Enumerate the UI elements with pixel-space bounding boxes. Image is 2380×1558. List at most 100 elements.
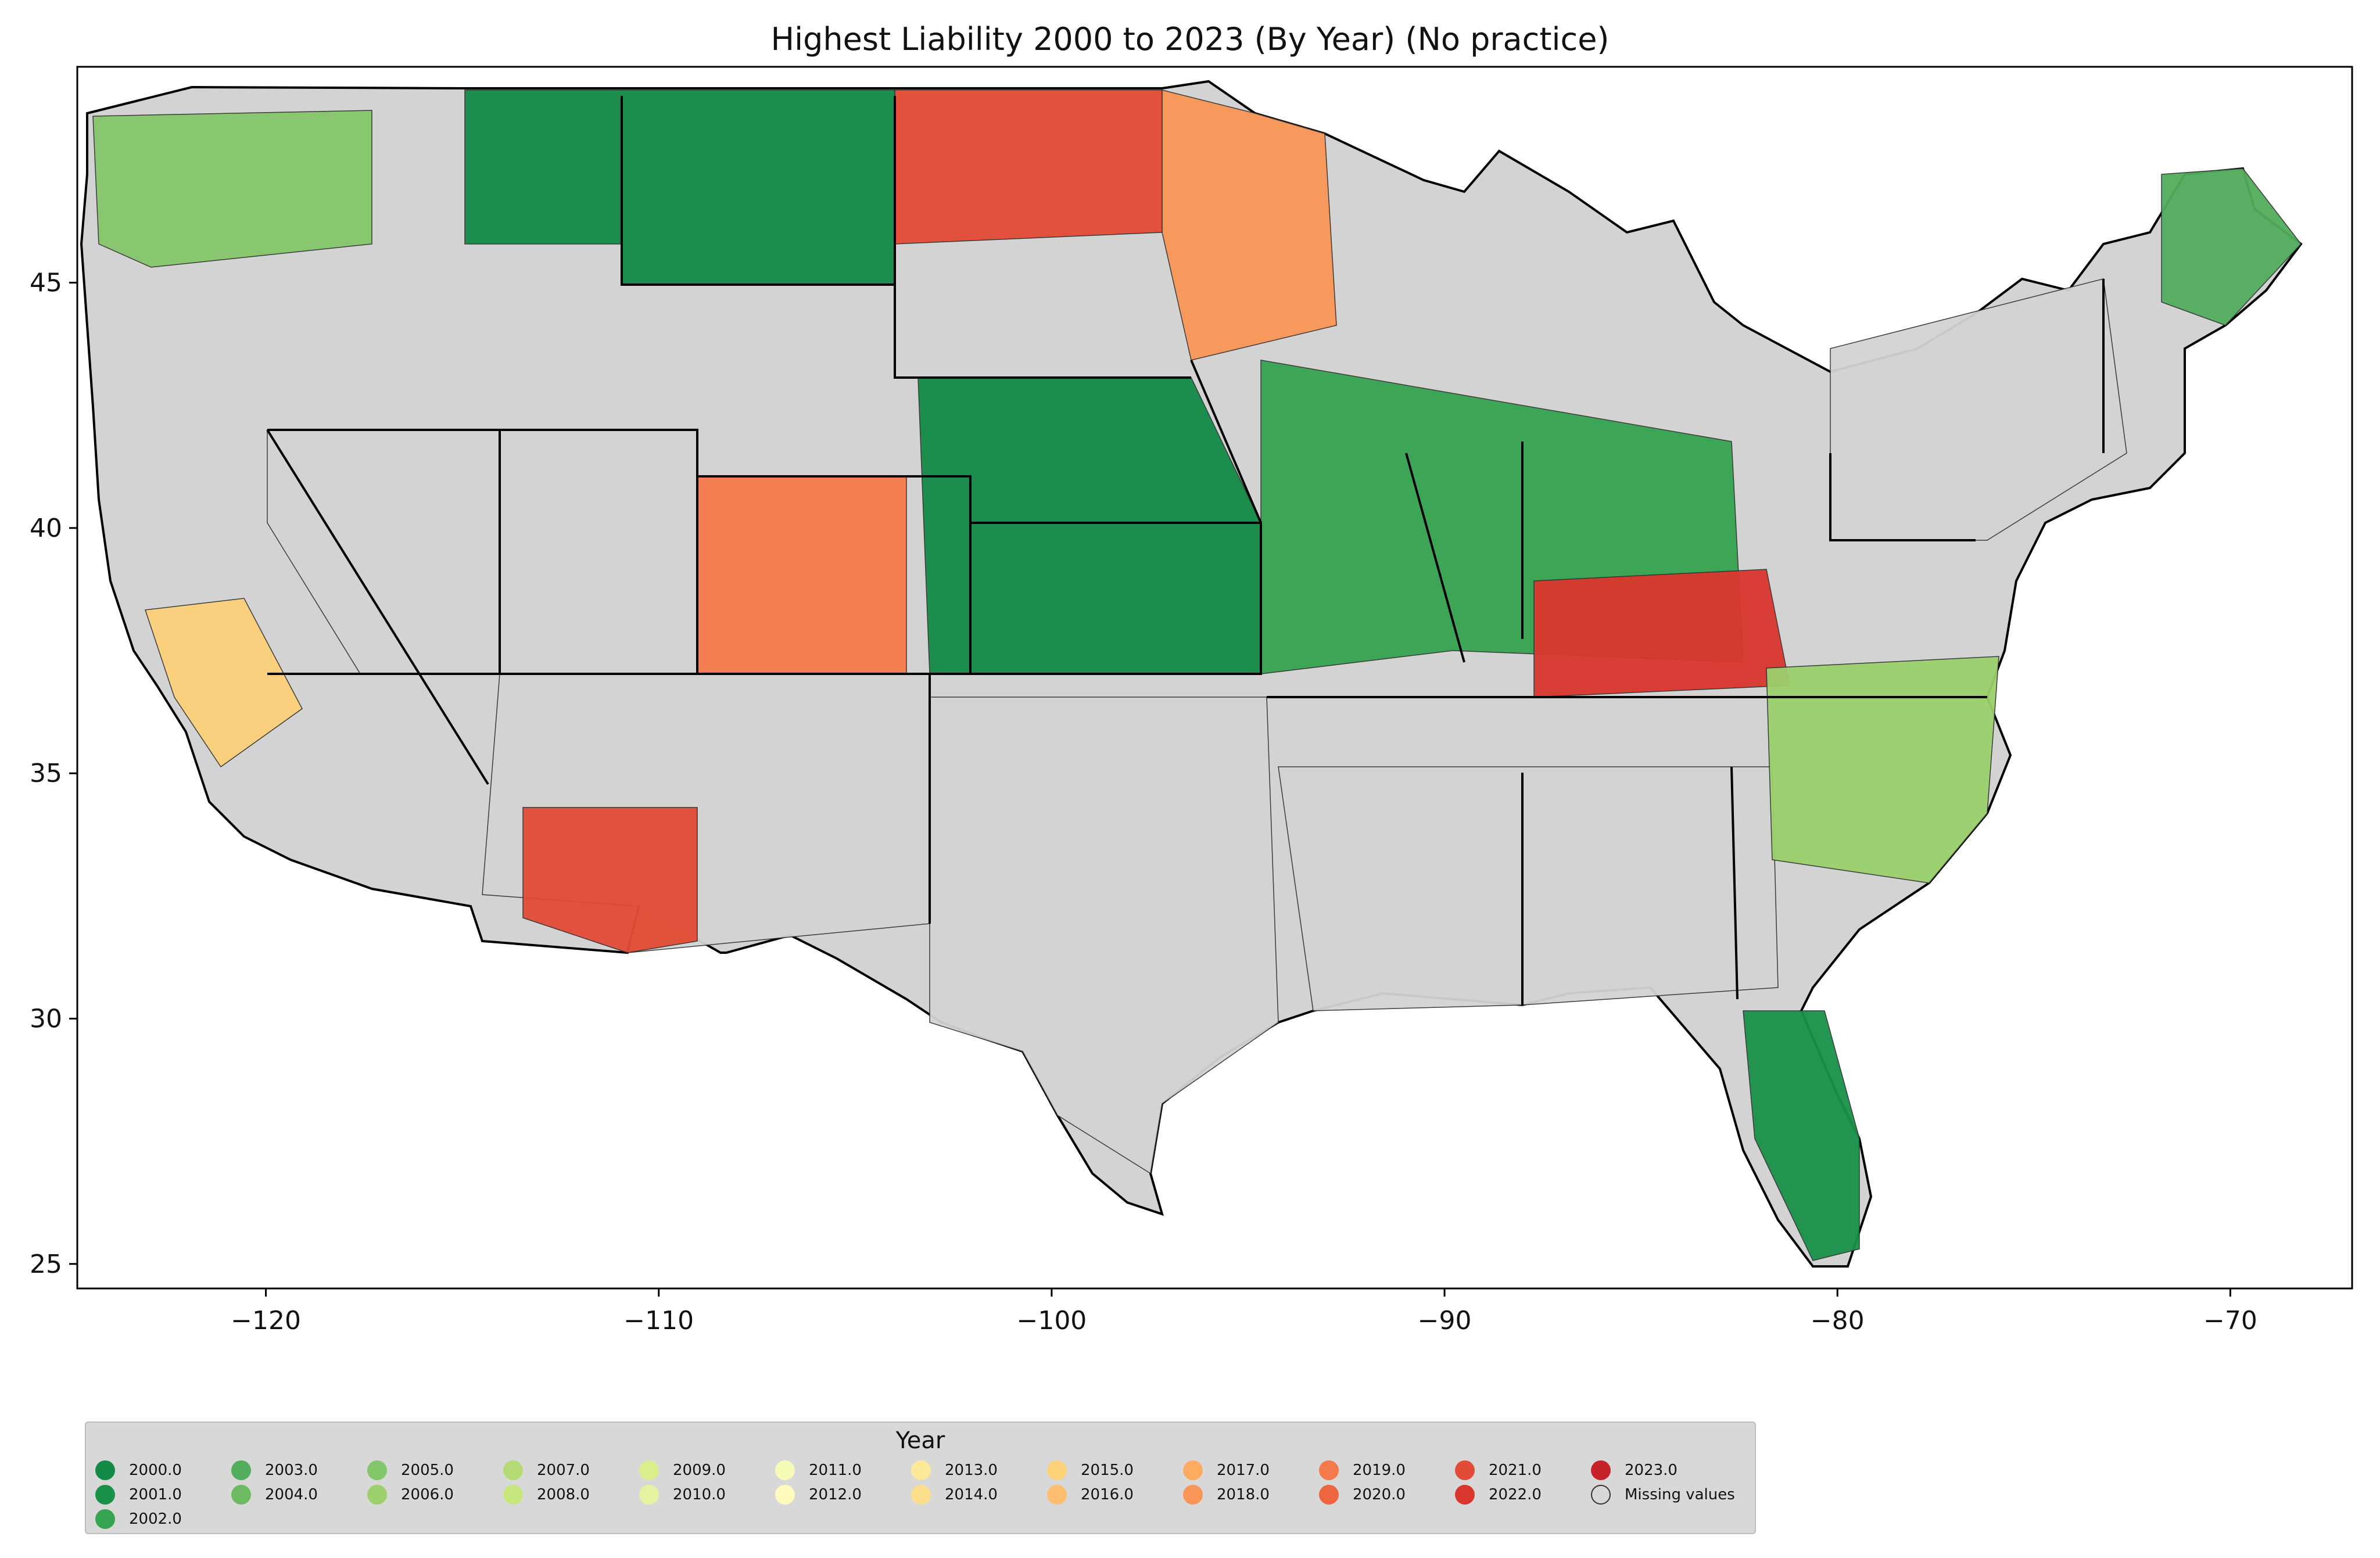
legend-label: 2011.0	[809, 1462, 862, 1479]
state-boundaries	[266, 96, 2105, 1005]
legend-swatch	[95, 1460, 115, 1480]
chart-title: Highest Liability 2000 to 2023 (By Year)…	[770, 21, 1610, 58]
x-tick-label: −70	[2203, 1306, 2257, 1336]
map-region	[895, 377, 1261, 674]
legend-entry: 2016.0	[1047, 1483, 1134, 1506]
legend-label: 2008.0	[537, 1486, 590, 1503]
legend-entry: 2023.0	[1591, 1459, 1678, 1482]
legend-swatch	[95, 1509, 115, 1529]
y-tick-label: 25	[30, 1250, 62, 1279]
legend-entry: 2022.0	[1455, 1483, 1542, 1506]
map-region	[1533, 569, 1790, 698]
legend-label: 2021.0	[1489, 1462, 1542, 1479]
legend-label: Missing values	[1625, 1486, 1735, 1503]
legend-swatch	[1591, 1460, 1611, 1480]
legend-entry: 2001.0	[95, 1483, 182, 1506]
legend-swatch	[231, 1460, 251, 1480]
legend-label: 2003.0	[265, 1462, 318, 1479]
legend-label: 2013.0	[945, 1462, 998, 1479]
legend-title: Year	[895, 1427, 945, 1454]
legend-entry: 2004.0	[231, 1483, 318, 1506]
legend-swatch	[775, 1460, 795, 1480]
legend-label: 2010.0	[673, 1486, 726, 1503]
x-tick-label: −90	[1418, 1306, 1472, 1336]
legend-label: 2006.0	[401, 1486, 454, 1503]
legend-swatch	[1047, 1485, 1067, 1505]
legend: Year 2000.0 2001.0 2002.0 2003.0 2004.0 2005.…	[85, 1421, 1756, 1534]
x-tick-label: −80	[1811, 1306, 1865, 1336]
map-region	[929, 697, 1279, 1175]
legend-label: 2017.0	[1217, 1462, 1270, 1479]
legend-entry: 2003.0	[231, 1459, 318, 1482]
y-tick-label: 35	[30, 759, 62, 788]
map-region	[522, 807, 698, 953]
us-map-layer	[80, 80, 2303, 1268]
legend-swatch	[367, 1485, 387, 1505]
legend-entry: 2008.0	[503, 1483, 590, 1506]
legend-label: 2015.0	[1081, 1462, 1134, 1479]
legend-entry: 2018.0	[1183, 1483, 1270, 1506]
legend-swatch	[367, 1460, 387, 1480]
map-region	[1162, 89, 1337, 361]
map-region	[1743, 1010, 1860, 1261]
map-region	[697, 476, 907, 674]
x-tick-label: −100	[1016, 1306, 1087, 1336]
legend-swatch	[911, 1485, 931, 1505]
legend-label: 2014.0	[945, 1486, 998, 1503]
legend-swatch	[1591, 1485, 1611, 1505]
legend-label: 2002.0	[129, 1510, 182, 1528]
legend-label: 2020.0	[1353, 1486, 1406, 1503]
legend-label: 2007.0	[537, 1462, 590, 1479]
y-tick-label: 30	[30, 1004, 62, 1033]
map-region	[894, 89, 1163, 245]
legend-entry: 2012.0	[775, 1483, 862, 1506]
legend-entry: 2020.0	[1319, 1483, 1406, 1506]
legend-label: 2016.0	[1081, 1486, 1134, 1503]
legend-entry: 2002.0	[95, 1507, 182, 1531]
legend-entry: 2011.0	[775, 1459, 862, 1482]
legend-entry: 2014.0	[911, 1483, 998, 1506]
legend-swatch	[503, 1485, 523, 1505]
legend-entry: 2019.0	[1319, 1459, 1406, 1482]
map-region	[2161, 168, 2302, 326]
legend-swatch	[1183, 1485, 1203, 1505]
legend-swatch	[1047, 1460, 1067, 1480]
legend-label: 2012.0	[809, 1486, 862, 1503]
y-tick-label: 45	[30, 268, 62, 298]
legend-entry: 2015.0	[1047, 1459, 1134, 1482]
legend-label: 2000.0	[129, 1462, 182, 1479]
region-layer	[92, 89, 2302, 1261]
legend-swatch	[1319, 1460, 1339, 1480]
legend-label: 2005.0	[401, 1462, 454, 1479]
legend-entry: 2005.0	[367, 1459, 454, 1482]
legend-swatch	[1319, 1485, 1339, 1505]
x-tick-label: −120	[231, 1306, 301, 1336]
plot-frame	[76, 66, 2353, 1290]
legend-label: 2019.0	[1353, 1462, 1406, 1479]
legend-swatch	[95, 1485, 115, 1505]
legend-entry: 2017.0	[1183, 1459, 1270, 1482]
x-axis: −120 −110 −100 −90 −80 −70	[231, 1288, 2257, 1336]
legend-entry: 2006.0	[367, 1483, 454, 1506]
legend-label: 2009.0	[673, 1462, 726, 1479]
legend-swatch	[1455, 1460, 1475, 1480]
legend-swatch	[231, 1485, 251, 1505]
legend-swatch	[911, 1460, 931, 1480]
legend-swatch	[1183, 1460, 1203, 1480]
legend-entry: 2013.0	[911, 1459, 998, 1482]
legend-entry: Missing values	[1591, 1483, 1735, 1506]
map-region	[144, 598, 303, 768]
legend-entry: 2021.0	[1455, 1459, 1542, 1482]
legend-swatch	[1455, 1485, 1475, 1505]
y-axis: 25 30 35 40 45	[30, 268, 77, 1279]
legend-entry: 2010.0	[639, 1483, 726, 1506]
legend-entry: 2007.0	[503, 1459, 590, 1482]
legend-swatch	[639, 1460, 659, 1480]
legend-entry: 2009.0	[639, 1459, 726, 1482]
legend-swatch	[503, 1460, 523, 1480]
map-region	[1766, 656, 1999, 884]
legend-label: 2022.0	[1489, 1486, 1542, 1503]
map-region	[92, 110, 372, 268]
legend-swatch	[639, 1485, 659, 1505]
